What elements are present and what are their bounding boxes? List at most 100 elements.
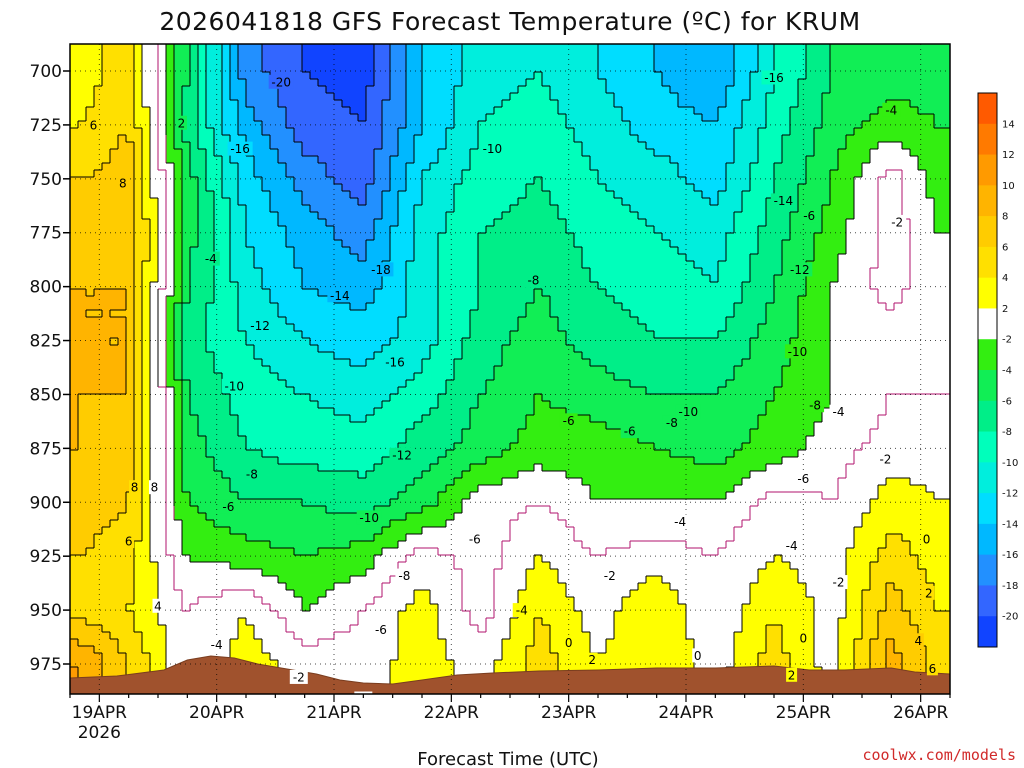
field-cell <box>814 44 823 52</box>
field-cell <box>182 135 191 143</box>
field-cell <box>774 331 783 339</box>
field-cell <box>862 142 871 150</box>
field-cell <box>126 282 135 290</box>
field-cell <box>670 184 679 192</box>
field-cell <box>694 338 703 346</box>
field-cell <box>846 275 855 283</box>
field-cell <box>942 170 950 178</box>
field-cell <box>478 254 487 262</box>
field-cell <box>830 107 839 115</box>
field-cell <box>398 170 407 178</box>
field-cell <box>126 100 135 108</box>
field-cell <box>174 142 183 150</box>
field-cell <box>246 198 255 206</box>
field-cell <box>814 205 823 213</box>
field-cell <box>534 254 543 262</box>
field-cell <box>430 324 439 332</box>
field-cell <box>782 296 791 304</box>
field-cell <box>110 317 119 325</box>
field-cell <box>342 303 351 311</box>
field-cell <box>758 317 767 325</box>
field-cell <box>294 331 303 339</box>
field-cell <box>590 261 599 269</box>
field-cell <box>134 184 143 192</box>
field-cell <box>878 296 887 304</box>
field-cell <box>414 86 423 94</box>
field-cell <box>702 163 711 171</box>
field-cell <box>294 268 303 276</box>
field-cell <box>606 212 615 220</box>
field-cell <box>926 51 935 59</box>
field-cell <box>326 310 335 318</box>
field-cell <box>894 156 903 164</box>
field-cell <box>182 177 191 185</box>
field-cell <box>430 247 439 255</box>
field-cell <box>510 86 519 94</box>
field-cell <box>774 268 783 276</box>
field-cell <box>518 58 527 66</box>
field-cell <box>662 303 671 311</box>
field-cell <box>190 79 199 87</box>
field-cell <box>830 345 839 353</box>
field-cell <box>782 275 791 283</box>
field-cell <box>846 247 855 255</box>
field-cell <box>94 191 103 199</box>
field-cell <box>662 275 671 283</box>
field-cell <box>942 310 950 318</box>
field-cell <box>590 100 599 108</box>
field-cell <box>302 100 311 108</box>
field-cell <box>214 107 223 115</box>
field-cell <box>342 163 351 171</box>
field-cell <box>518 156 527 164</box>
field-cell <box>134 282 143 290</box>
field-cell <box>678 275 687 283</box>
field-cell <box>550 247 559 255</box>
field-cell <box>398 184 407 192</box>
field-cell <box>854 261 863 269</box>
field-cell <box>782 261 791 269</box>
field-cell <box>390 345 399 353</box>
field-cell <box>318 226 327 234</box>
field-cell <box>302 170 311 178</box>
field-cell <box>382 79 391 87</box>
field-cell <box>918 247 927 255</box>
field-cell <box>830 156 839 164</box>
field-cell <box>374 324 383 332</box>
field-cell <box>886 254 895 262</box>
field-cell <box>222 247 231 255</box>
field-cell <box>174 58 183 66</box>
field-cell <box>790 58 799 66</box>
field-cell <box>454 261 463 269</box>
field-cell <box>182 275 191 283</box>
field-cell <box>878 338 887 346</box>
field-cell <box>486 100 495 108</box>
field-cell <box>838 135 847 143</box>
field-cell <box>478 44 487 52</box>
field-cell <box>798 114 807 122</box>
field-cell <box>382 254 391 262</box>
field-cell <box>206 107 215 115</box>
field-cell <box>230 163 239 171</box>
field-cell <box>726 338 735 346</box>
field-cell <box>278 205 287 213</box>
field-cell <box>622 352 631 360</box>
field-cell <box>126 219 135 227</box>
field-cell <box>78 303 87 311</box>
field-cell <box>262 156 271 164</box>
field-cell <box>814 310 823 318</box>
field-cell <box>166 170 175 178</box>
field-cell <box>334 107 343 115</box>
field-cell <box>534 247 543 255</box>
field-cell <box>918 338 927 346</box>
field-cell <box>694 107 703 115</box>
field-cell <box>734 128 743 136</box>
field-cell <box>606 100 615 108</box>
field-cell <box>910 233 919 241</box>
field-cell <box>294 226 303 234</box>
field-cell <box>702 86 711 94</box>
field-cell <box>606 338 615 346</box>
field-cell <box>78 275 87 283</box>
field-cell <box>190 72 199 80</box>
field-cell <box>934 240 943 248</box>
field-cell <box>502 191 511 199</box>
